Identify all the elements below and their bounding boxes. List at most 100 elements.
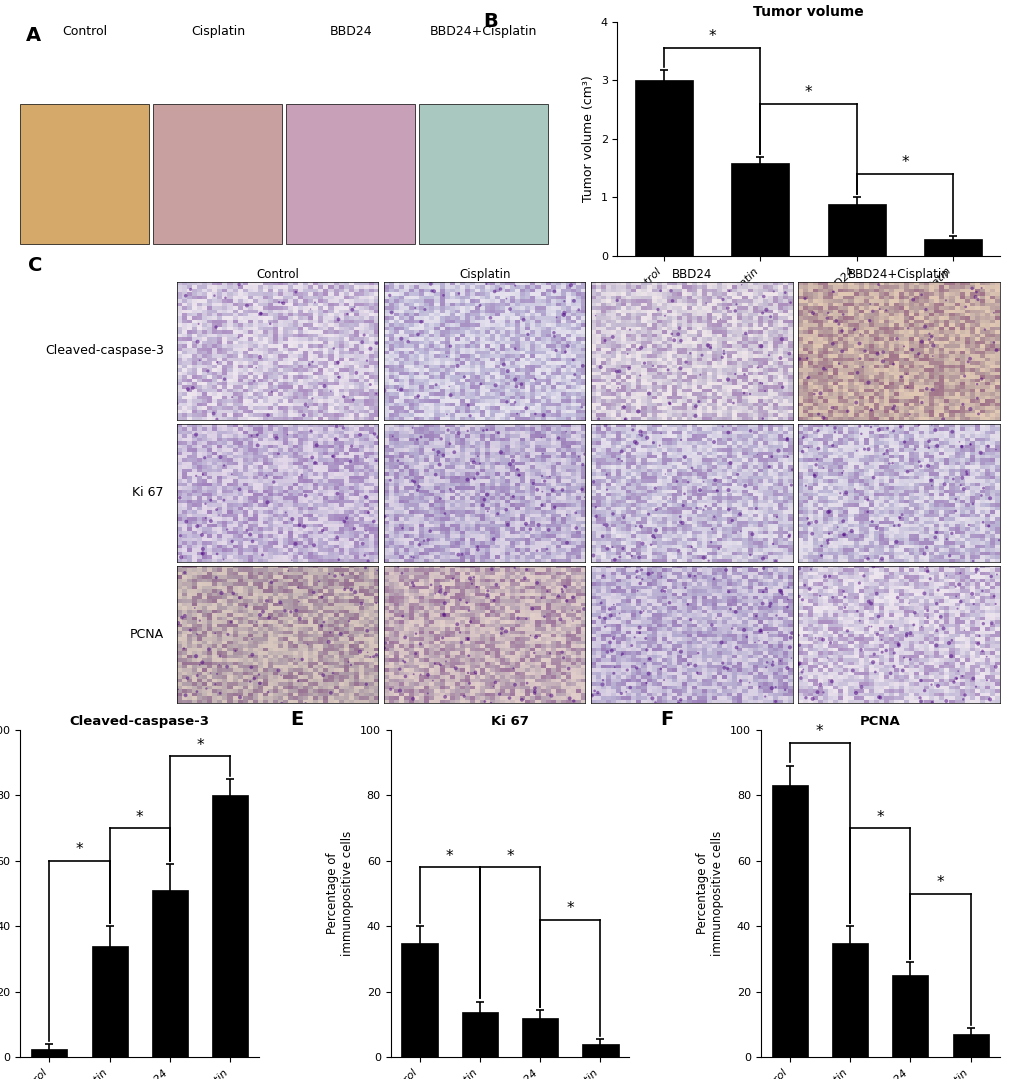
Point [404, 473, 420, 490]
Point [870, 300, 887, 317]
Point [393, 564, 410, 582]
Point [836, 599, 852, 616]
Point [376, 508, 392, 525]
Point [212, 647, 228, 665]
Point [442, 338, 459, 355]
Point [697, 295, 713, 312]
Point [967, 678, 983, 695]
Point [562, 276, 579, 293]
Point [558, 534, 575, 551]
Point [874, 446, 891, 463]
Point [847, 684, 863, 701]
Point [445, 443, 462, 461]
Point [344, 392, 361, 409]
Point [832, 484, 848, 502]
Point [251, 666, 267, 683]
Point [865, 645, 881, 663]
Point [262, 315, 278, 332]
Point [254, 546, 270, 563]
Point [570, 301, 586, 318]
Text: BBD24+Cisplatin: BBD24+Cisplatin [430, 25, 537, 38]
Point [671, 319, 687, 337]
Point [553, 481, 570, 498]
Point [864, 558, 880, 575]
Point [638, 429, 654, 447]
Point [203, 492, 219, 509]
Point [864, 654, 880, 671]
Point [293, 651, 310, 668]
Point [432, 581, 448, 598]
Point [335, 388, 352, 406]
Point [967, 284, 983, 301]
Bar [770, 786, 807, 1057]
Point [359, 644, 375, 661]
Point [697, 497, 713, 515]
Point [469, 541, 485, 558]
Point [583, 687, 599, 705]
Point [868, 345, 884, 363]
Point [661, 395, 678, 412]
Point [976, 320, 993, 338]
Point [426, 655, 442, 672]
Title: Tumor volume: Tumor volume [752, 5, 863, 19]
Point [590, 410, 606, 427]
Point [776, 681, 793, 698]
Point [920, 433, 936, 450]
Point [854, 358, 870, 375]
Point [647, 521, 663, 538]
Point [673, 432, 689, 449]
Point [779, 429, 795, 447]
Point [862, 595, 878, 612]
Point [273, 695, 289, 712]
Point [526, 644, 542, 661]
Point [244, 427, 260, 445]
Text: *: * [75, 843, 84, 858]
Point [794, 442, 810, 460]
Point [208, 569, 224, 586]
Point [436, 595, 452, 612]
Point [943, 647, 959, 665]
Point [616, 557, 633, 574]
Point [176, 607, 193, 625]
Point [805, 466, 821, 483]
Point [242, 525, 258, 543]
Point [764, 535, 781, 552]
Point [394, 520, 411, 537]
Point [910, 345, 926, 363]
Point [736, 622, 752, 639]
Point [479, 503, 495, 520]
Text: *: * [935, 875, 944, 890]
Point [855, 568, 871, 585]
Point [611, 548, 628, 565]
Point [331, 369, 347, 386]
Point [428, 377, 444, 394]
Point [819, 504, 836, 521]
Point [501, 300, 518, 317]
Point [676, 449, 692, 466]
Point [177, 287, 194, 304]
Point [771, 350, 788, 367]
Point [836, 588, 852, 605]
Point [820, 503, 837, 520]
Point [703, 520, 719, 537]
Title: Cleaved-caspase-3: Cleaved-caspase-3 [69, 715, 210, 728]
Point [311, 573, 327, 590]
Point [520, 326, 536, 343]
Point [598, 466, 614, 483]
Point [526, 683, 542, 700]
Point [177, 686, 194, 704]
Point [911, 689, 927, 707]
Point [436, 688, 452, 706]
Point [453, 546, 470, 563]
Point [558, 506, 575, 523]
Point [793, 664, 809, 681]
Point [651, 437, 667, 454]
Point [949, 663, 965, 680]
Point [886, 658, 902, 675]
Bar [522, 1019, 557, 1057]
Point [627, 433, 643, 450]
Point [725, 395, 741, 412]
Point [460, 397, 476, 414]
Point [423, 283, 439, 300]
Point [851, 418, 867, 435]
